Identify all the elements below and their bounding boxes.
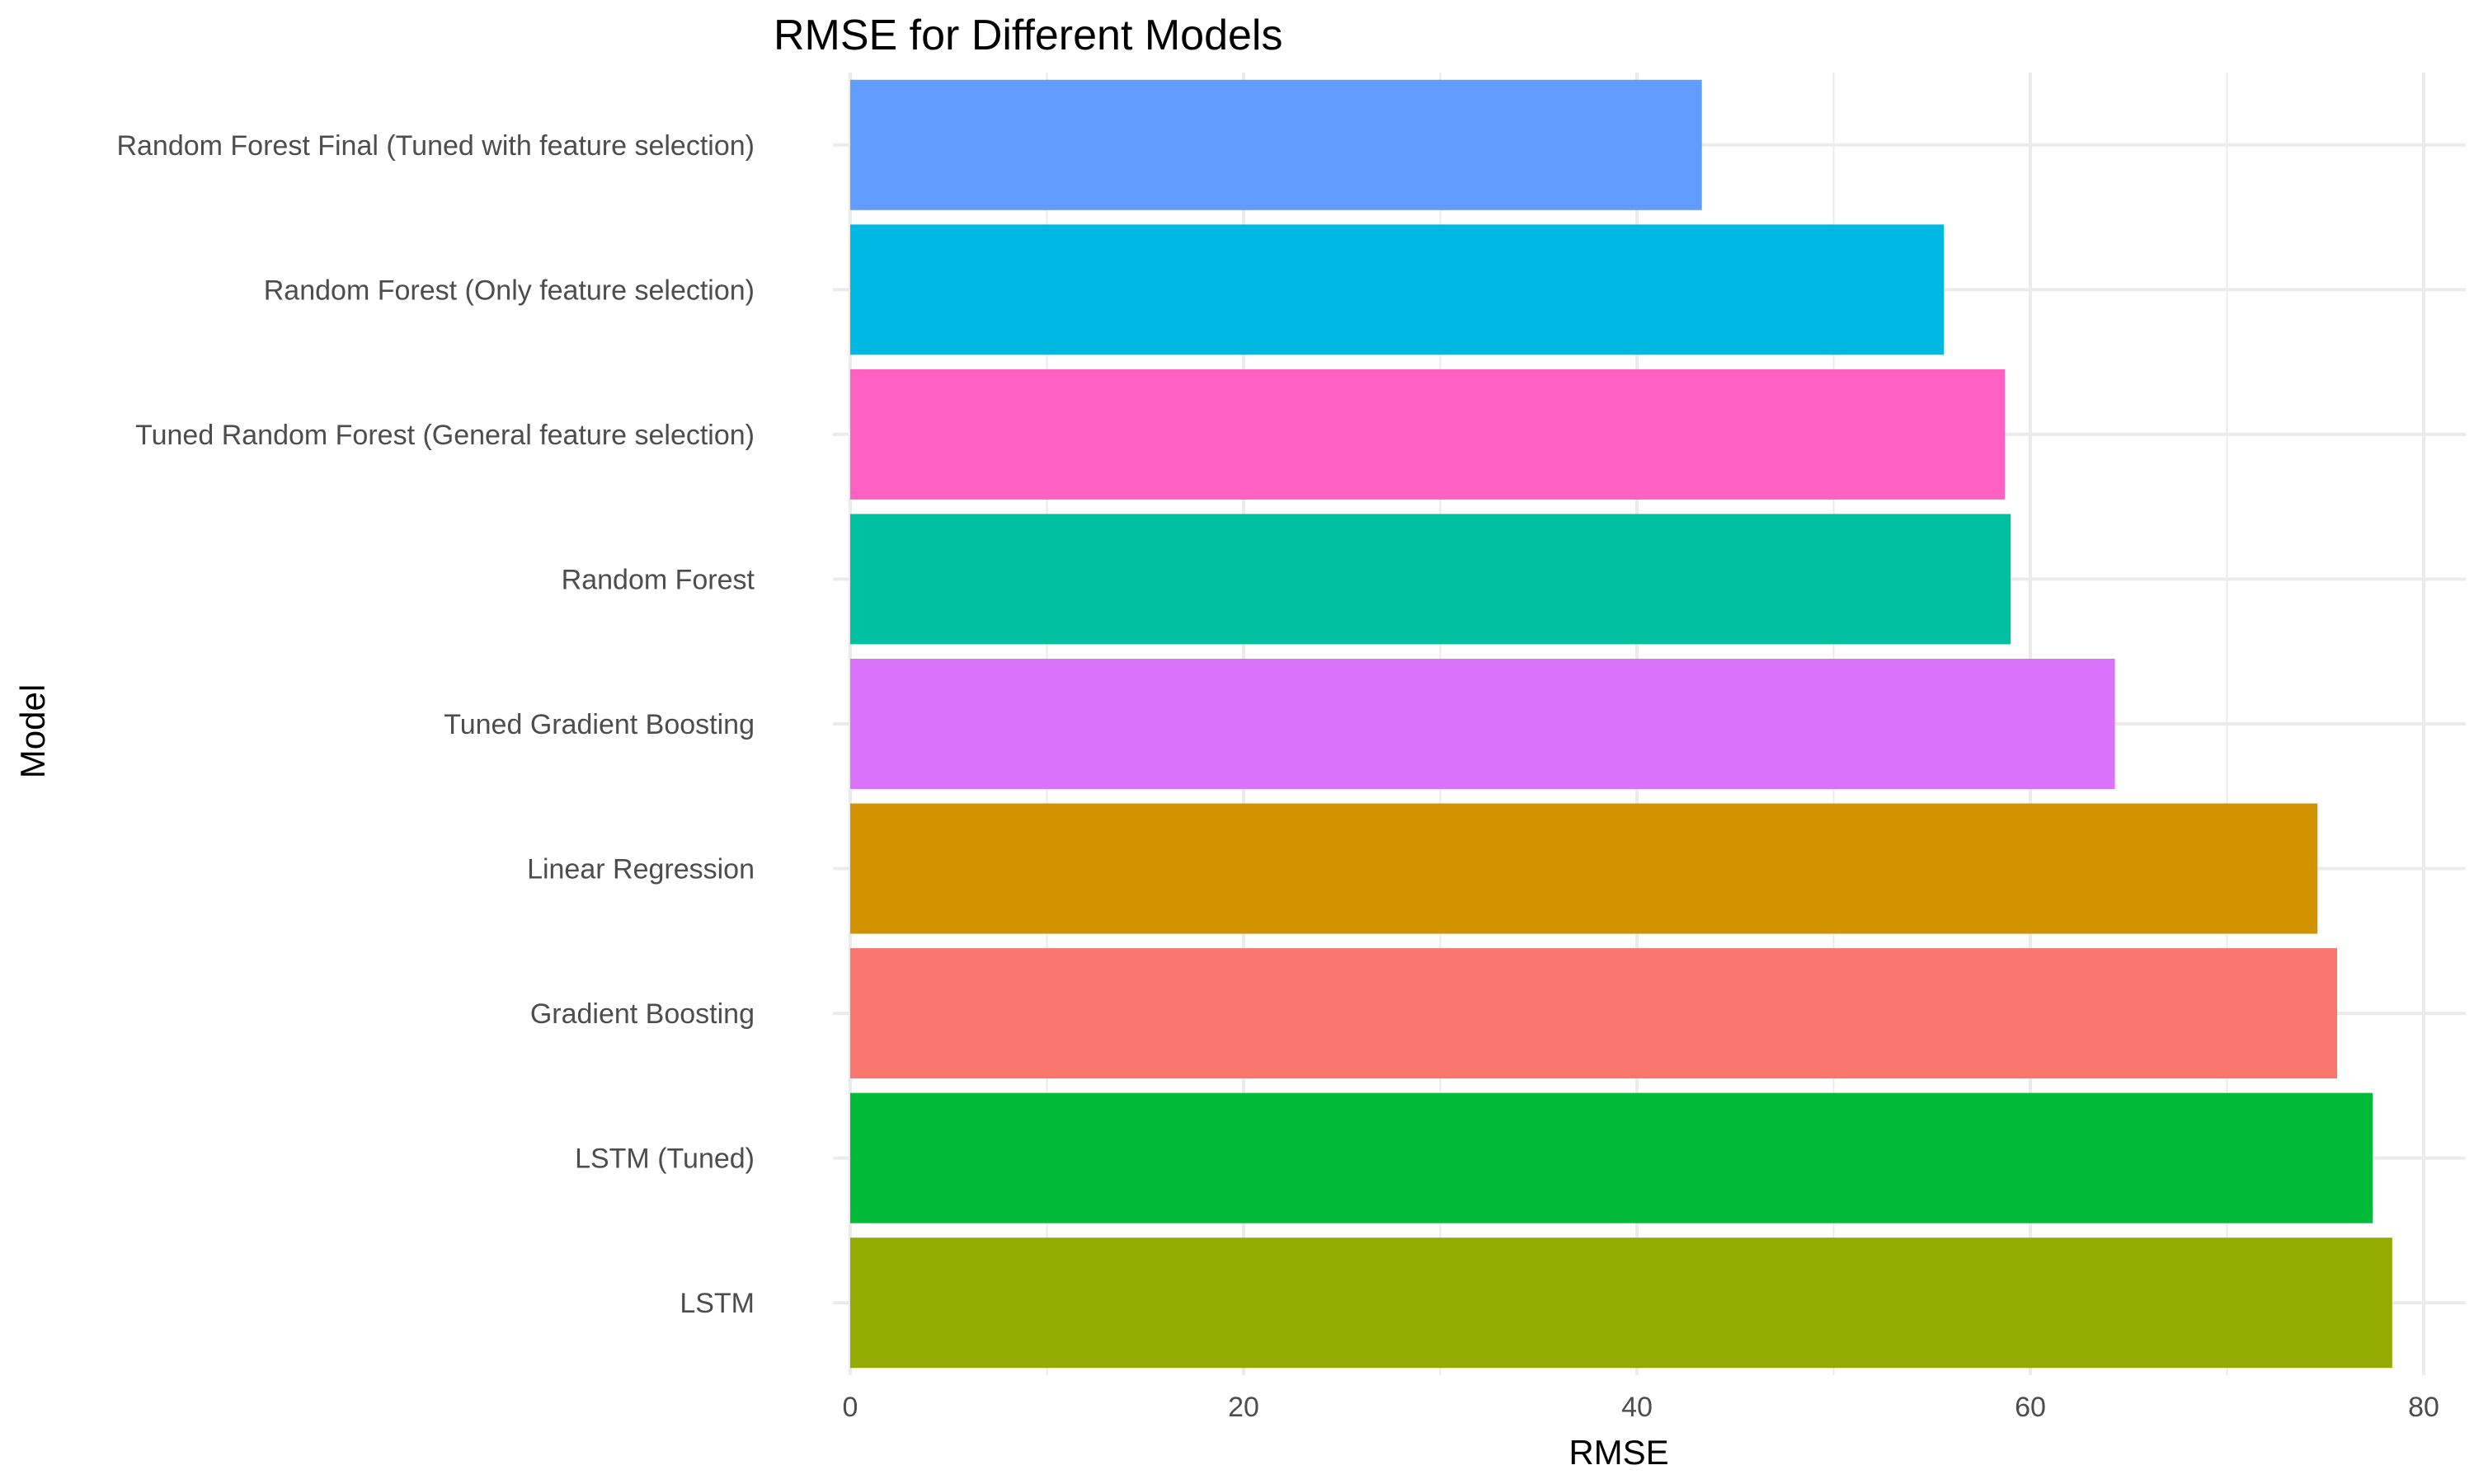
x-tick-label: 40 [1621,1392,1653,1423]
y-tick-label: Linear Regression [527,854,755,885]
bar [850,803,2318,934]
y-axis-tick-labels: Random Forest Final (Tuned with feature … [116,130,755,1319]
x-tick-label: 0 [843,1392,858,1423]
y-tick-label: Tuned Gradient Boosting [444,709,755,740]
y-tick-label: LSTM (Tuned) [575,1144,755,1175]
bar [850,369,2005,500]
x-tick-label: 80 [2408,1392,2439,1423]
bar [850,224,1945,355]
y-tick-label: Random Forest Final (Tuned with feature … [116,130,755,162]
y-axis-title: Model [13,684,52,778]
bar [850,514,2011,645]
x-tick-label: 60 [2015,1392,2046,1423]
x-axis-title: RMSE [1569,1433,1668,1472]
y-tick-label: LSTM [680,1288,755,1319]
x-axis-tick-labels: 0 20 40 60 80 [843,1392,2439,1423]
bar [850,1237,2392,1369]
y-tick-label: Random Forest (Only feature selection) [264,275,755,306]
bar [850,1092,2373,1223]
bars [850,79,2392,1369]
bar [850,79,1702,210]
y-tick-label: Tuned Random Forest (General feature sel… [135,420,755,451]
bar [850,948,2338,1079]
y-tick-label: Random Forest [562,564,755,595]
y-tick-label: Gradient Boosting [530,998,755,1030]
bar [850,659,2115,789]
x-tick-label: 20 [1228,1392,1259,1423]
chart-title: RMSE for Different Models [774,12,1282,59]
